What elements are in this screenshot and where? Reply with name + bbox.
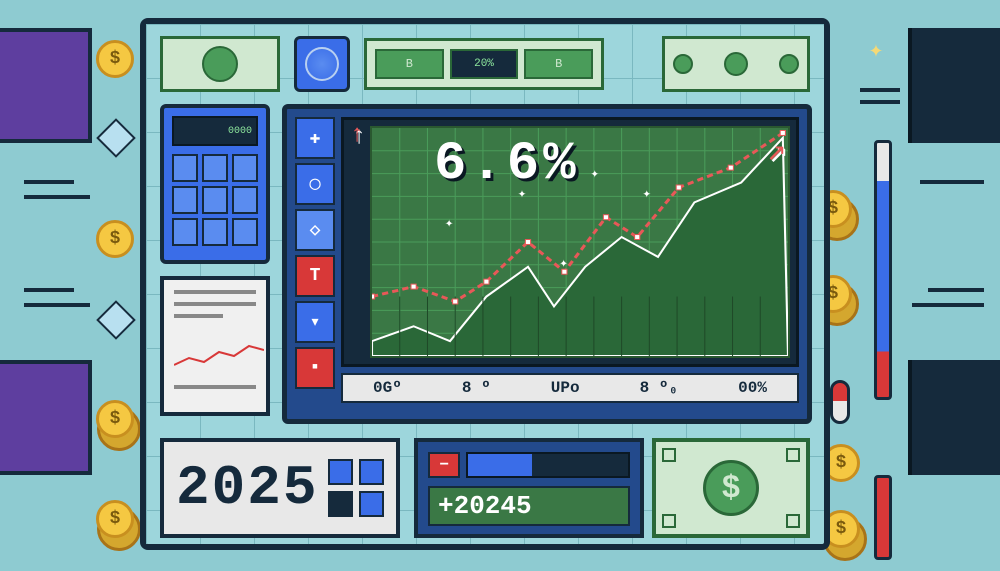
dollar-bill-icon <box>662 36 810 92</box>
calc-key[interactable] <box>202 186 228 214</box>
trend-arrow-icon: ↗ <box>767 130 786 170</box>
x-label: UPo <box>551 379 580 397</box>
gem-icon <box>96 300 136 340</box>
sub-display: − +20245 <box>414 438 644 538</box>
divider <box>24 180 74 184</box>
x-label: 8 º₀ <box>640 379 678 397</box>
left-monitor-bottom <box>0 360 92 475</box>
calc-key[interactable] <box>202 154 228 182</box>
banner-seg-left: B <box>375 49 444 79</box>
year-display: 2025 <box>160 438 400 538</box>
sparkle-icon <box>864 40 888 64</box>
tool-dropdown-button[interactable]: ▾ <box>295 301 335 343</box>
calc-key[interactable] <box>172 218 198 246</box>
coin-stack-icon <box>96 500 134 538</box>
progress-bar <box>466 452 630 478</box>
svg-text:✦: ✦ <box>590 167 599 183</box>
sub-value: +20245 <box>428 486 630 526</box>
svg-text:✦: ✦ <box>642 187 651 203</box>
divider <box>860 100 900 104</box>
banner-seg-right: B <box>524 49 593 79</box>
coin-icon <box>96 40 134 78</box>
document-icon <box>160 276 270 416</box>
year-value: 2025 <box>176 456 318 520</box>
gem-icon <box>96 118 136 158</box>
tool-cross-button[interactable]: ✚ <box>295 117 335 159</box>
calc-key[interactable] <box>232 154 258 182</box>
y-axis-arrow-icon: ↑ <box>350 122 364 149</box>
calc-key[interactable] <box>232 218 258 246</box>
main-dashboard-frame: B 20% B 0000 ✚ <box>140 18 830 550</box>
calc-key[interactable] <box>232 186 258 214</box>
calc-key[interactable] <box>202 218 228 246</box>
banner-seg-mid: 20% <box>450 49 519 79</box>
calc-key[interactable] <box>172 154 198 182</box>
divider <box>24 195 90 199</box>
x-label: 8 º <box>462 379 491 397</box>
chart-area: ↑ ✦✦✦✦✦ ↗ 6.6% <box>341 117 799 367</box>
right-monitor-bottom <box>908 360 1000 475</box>
x-label: 0Gº <box>373 379 402 397</box>
pen-icon <box>874 140 892 400</box>
minus-button[interactable]: − <box>428 452 460 478</box>
pill-icon <box>830 380 850 424</box>
calculator: 0000 <box>160 104 270 264</box>
year-btn[interactable] <box>359 459 384 485</box>
tool-marker-button[interactable]: ▪ <box>295 347 335 389</box>
chart-headline-value: 6.6% <box>434 134 580 195</box>
dollar-bill-icon <box>160 36 280 92</box>
calculator-screen: 0000 <box>172 116 258 146</box>
chart-toolbar: ✚ ◯ ◇ T ▾ ▪ <box>295 117 335 389</box>
divider <box>912 303 984 307</box>
x-axis-labels: 0Gº 8 º UPo 8 º₀ 00% <box>341 373 799 403</box>
divider <box>928 288 984 292</box>
calc-key[interactable] <box>172 186 198 214</box>
marker-icon <box>874 475 892 560</box>
chart-monitor: ✚ ◯ ◇ T ▾ ▪ ↑ ✦✦✦✦✦ ↗ 6.6% 0Gº 8 º UPo 8… <box>282 104 812 424</box>
right-monitor-top <box>908 28 1000 143</box>
divider <box>24 303 90 307</box>
divider <box>24 288 74 292</box>
coin-icon <box>96 220 134 258</box>
svg-text:✦: ✦ <box>559 256 568 272</box>
chart-plot: ✦✦✦✦✦ ↗ <box>370 126 790 358</box>
year-btn[interactable] <box>328 491 353 517</box>
divider <box>860 88 900 92</box>
dollar-bill-large: $ <box>652 438 810 538</box>
mini-chart-icon <box>174 340 264 370</box>
tool-circle-button[interactable]: ◯ <box>295 163 335 205</box>
year-btn[interactable] <box>359 491 384 517</box>
left-monitor-top <box>0 28 92 143</box>
tool-text-button[interactable]: T <box>295 255 335 297</box>
svg-text:✦: ✦ <box>445 216 454 232</box>
top-banner: B 20% B <box>364 38 604 90</box>
calculator-keypad <box>172 154 258 246</box>
tool-diamond-button[interactable]: ◇ <box>295 209 335 251</box>
coin-stack-icon <box>96 400 134 438</box>
x-label: 00% <box>738 379 767 397</box>
dollar-sign-icon: $ <box>703 460 759 516</box>
globe-icon <box>294 36 350 92</box>
year-btn[interactable] <box>328 459 353 485</box>
divider <box>920 180 984 184</box>
